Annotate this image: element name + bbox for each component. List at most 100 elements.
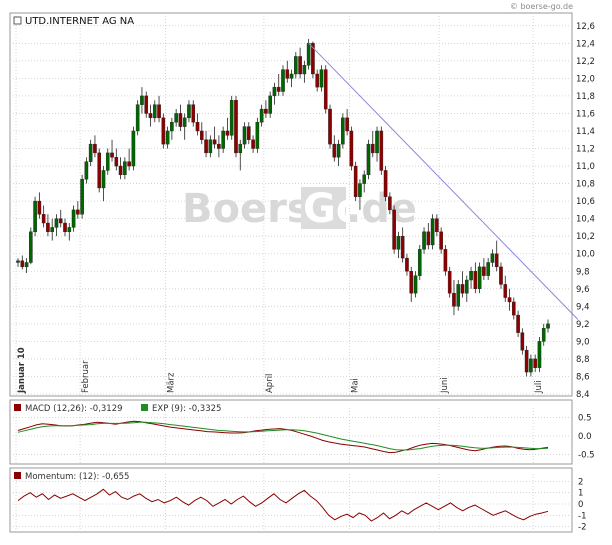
candle-body bbox=[499, 266, 503, 285]
candle-body bbox=[165, 130, 170, 145]
candle-body bbox=[392, 209, 396, 250]
candle-body bbox=[67, 227, 72, 233]
candle-body bbox=[375, 130, 379, 154]
price-y-tick: 9,8 bbox=[576, 267, 590, 277]
candle-body bbox=[24, 262, 29, 268]
price-y-tick: 12,6 bbox=[576, 22, 595, 32]
candle-body bbox=[127, 161, 131, 167]
candle-body bbox=[507, 297, 512, 303]
watermark-box bbox=[301, 187, 346, 229]
momentum-y-ticks: 2 10-1 -2 bbox=[578, 477, 586, 532]
month-label: April bbox=[265, 374, 275, 393]
candle-body bbox=[520, 332, 525, 351]
candle-body bbox=[503, 284, 508, 298]
candle-body bbox=[490, 253, 495, 263]
candle-body bbox=[20, 260, 25, 268]
candle-body bbox=[460, 284, 465, 294]
candle-body bbox=[208, 139, 213, 154]
candle-body bbox=[276, 86, 281, 92]
candle-body bbox=[63, 222, 67, 233]
candle-body bbox=[302, 65, 307, 75]
price-y-tick: 10,0 bbox=[576, 250, 595, 260]
candle-body bbox=[152, 104, 157, 119]
macd-grid bbox=[10, 408, 572, 464]
candle-body bbox=[191, 104, 196, 123]
month-label: Juli bbox=[534, 380, 544, 394]
candle-body bbox=[123, 161, 127, 176]
candle-body bbox=[178, 113, 183, 127]
candle-body bbox=[464, 279, 469, 294]
candles bbox=[16, 38, 550, 377]
candle-body bbox=[486, 262, 490, 276]
candle-body bbox=[238, 143, 243, 154]
indicator-y-tick: -2 bbox=[578, 523, 586, 533]
month-label: Juni bbox=[440, 377, 450, 394]
candle-body bbox=[477, 266, 482, 289]
candle-body bbox=[182, 117, 187, 127]
indicator-y-tick: 1 bbox=[578, 489, 583, 499]
watermark-right: .de bbox=[346, 186, 417, 232]
candle-body bbox=[537, 341, 542, 368]
candle-body bbox=[336, 143, 341, 158]
trendline bbox=[308, 42, 579, 320]
candle-body bbox=[323, 69, 328, 110]
candle-body bbox=[110, 152, 114, 158]
candle-body bbox=[268, 95, 272, 114]
candle-body bbox=[170, 122, 174, 132]
candle-body bbox=[259, 108, 264, 123]
candle-body bbox=[33, 200, 37, 233]
indicator-y-tick: -0.5 bbox=[578, 450, 595, 460]
candle-body bbox=[264, 108, 268, 114]
candle-body bbox=[148, 113, 153, 119]
momentum-legend-swatch bbox=[14, 472, 21, 479]
candle-body bbox=[131, 130, 136, 167]
candle-body bbox=[157, 104, 161, 119]
candle-body bbox=[16, 260, 20, 263]
price-y-tick: 9,2 bbox=[576, 320, 590, 330]
candle-body bbox=[80, 178, 84, 215]
indicator-y-tick: 0 bbox=[578, 500, 583, 510]
candle-body bbox=[319, 69, 324, 88]
candle-body bbox=[533, 358, 537, 368]
indicator-y-tick: 0.0 bbox=[578, 432, 592, 442]
candle-body bbox=[529, 358, 533, 373]
candle-body bbox=[430, 218, 435, 246]
candle-body bbox=[469, 271, 473, 281]
signal-line bbox=[17, 421, 549, 451]
candle-body bbox=[118, 165, 123, 176]
candle-body bbox=[400, 235, 405, 259]
candle-body bbox=[328, 108, 332, 145]
candle-body bbox=[187, 104, 191, 119]
candle-body bbox=[221, 130, 225, 149]
candle-body bbox=[315, 73, 319, 88]
price-y-tick: 11,8 bbox=[576, 92, 595, 102]
candle-body bbox=[234, 100, 238, 154]
candle-body bbox=[426, 231, 431, 246]
candle-body bbox=[199, 130, 204, 140]
price-y-tick: 9,0 bbox=[576, 337, 590, 347]
candle-body bbox=[225, 130, 230, 136]
candle-body bbox=[473, 271, 478, 289]
candle-body bbox=[71, 209, 76, 228]
price-y-tick: 10,8 bbox=[576, 180, 595, 190]
candle-body bbox=[435, 218, 439, 233]
candle-body bbox=[379, 130, 384, 171]
candle-body bbox=[50, 227, 54, 233]
candle-body bbox=[362, 174, 367, 184]
macd-legend-swatch bbox=[14, 404, 21, 411]
candle-body bbox=[353, 165, 358, 197]
candle-body bbox=[294, 56, 298, 75]
candle-body bbox=[289, 73, 294, 79]
candle-body bbox=[242, 126, 247, 145]
price-y-tick: 12,4 bbox=[576, 39, 595, 49]
candle-body bbox=[516, 314, 520, 333]
candle-body bbox=[114, 157, 119, 167]
price-y-tick: 11,2 bbox=[576, 145, 595, 155]
price-y-tick: 8,8 bbox=[576, 355, 590, 365]
candle-body bbox=[341, 117, 345, 145]
indicator-y-tick: -1 bbox=[578, 511, 586, 521]
candle-body bbox=[405, 257, 409, 272]
candle-body bbox=[494, 253, 499, 268]
